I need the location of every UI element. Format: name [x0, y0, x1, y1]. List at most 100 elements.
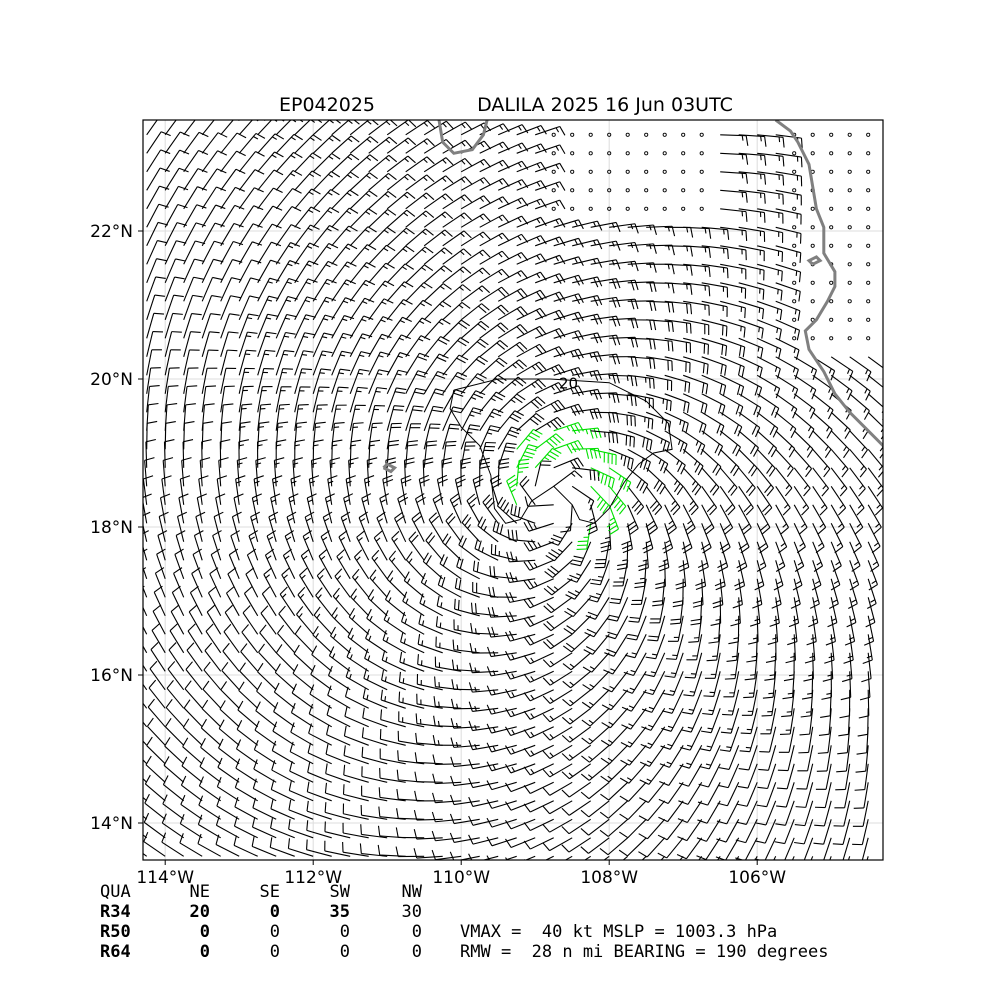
- wind-barb: [867, 393, 883, 408]
- wind-barb: [236, 728, 259, 746]
- barb-half-feather: [795, 289, 798, 296]
- wind-barb: [553, 385, 579, 395]
- wind-barb: [845, 745, 851, 772]
- wind-barb: [327, 694, 351, 709]
- wind-barb: [775, 430, 796, 449]
- wind-barb: [179, 842, 203, 857]
- barb-half-feather: [807, 692, 813, 695]
- wind-barb: [730, 708, 740, 734]
- wind-barb: [224, 612, 240, 635]
- wind-barb: [198, 823, 221, 839]
- barb-feather: [851, 880, 861, 881]
- barb-half-feather: [319, 575, 324, 580]
- barb-feather: [523, 840, 531, 850]
- wind-barb: [312, 350, 323, 376]
- barb-feather: [450, 775, 455, 786]
- barb-half-feather: [386, 617, 390, 623]
- barb-feather: [739, 750, 750, 753]
- barb-half-feather: [455, 742, 459, 748]
- barb-feather: [492, 482, 503, 489]
- barb-feather: [380, 689, 383, 700]
- barb-half-feather: [668, 707, 674, 711]
- barb-feather: [417, 633, 421, 645]
- wind-barb: [664, 504, 677, 529]
- barb-half-feather: [846, 388, 850, 394]
- barb-half-feather: [686, 265, 688, 271]
- wind-barb: [720, 337, 745, 348]
- wind-barb: [161, 822, 185, 839]
- barb-feather: [338, 530, 348, 538]
- barb-feather: [200, 738, 206, 748]
- wind-barb: [349, 405, 357, 431]
- wind-barb: [572, 369, 598, 376]
- barb-half-feather: [470, 503, 476, 509]
- barb-feather: [179, 814, 185, 824]
- barb-feather: [759, 546, 769, 554]
- barb-half-feather: [368, 635, 372, 641]
- wind-barb: [308, 732, 332, 746]
- wind-barb: [619, 578, 629, 604]
- barb-feather: [624, 654, 636, 659]
- barb-feather: [549, 438, 558, 446]
- barb-feather: [464, 517, 472, 526]
- wind-barb: [408, 538, 425, 561]
- barb-half-feather: [309, 480, 315, 484]
- barb-feather: [398, 369, 409, 374]
- barb-half-feather: [511, 748, 516, 754]
- barb-half-feather: [794, 328, 797, 334]
- wind-barb: [399, 661, 425, 672]
- barb-feather: [480, 518, 487, 529]
- barb-feather: [589, 428, 594, 439]
- wind-barb: [830, 356, 854, 372]
- wind-barb: [590, 467, 615, 480]
- barb-feather: [474, 376, 485, 382]
- barb-half-feather: [253, 136, 259, 140]
- wind-barb: [649, 744, 666, 767]
- barb-feather: [253, 759, 258, 770]
- barb-feather: [602, 686, 613, 693]
- barb-feather: [357, 386, 368, 389]
- wind-barb: [535, 199, 560, 210]
- barb-half-feather: [309, 155, 315, 160]
- barb-feather: [542, 768, 551, 778]
- barb-half-feather: [474, 725, 477, 731]
- barb-feather: [468, 428, 479, 431]
- wind-barb: [166, 687, 185, 709]
- barb-feather: [284, 530, 295, 537]
- wind-barb: [701, 319, 728, 327]
- wind-barb: [328, 675, 351, 691]
- barb-feather: [540, 217, 547, 227]
- wind-barb: [645, 541, 649, 568]
- wind-barb: [867, 411, 883, 428]
- wind-barb: [322, 517, 333, 542]
- wind-barb: [349, 154, 371, 173]
- x-tick-label: 106°W: [728, 868, 786, 888]
- calm-marker: [644, 132, 649, 137]
- barb-feather: [530, 431, 541, 438]
- barb-half-feather: [533, 581, 538, 587]
- barb-half-feather: [360, 336, 366, 340]
- wind-barb: [553, 421, 579, 432]
- barb-feather: [450, 737, 455, 748]
- barb-feather: [231, 277, 242, 281]
- wind-barb: [720, 263, 746, 270]
- barb-feather: [155, 276, 166, 280]
- calm-marker: [792, 206, 797, 211]
- barb-feather: [671, 245, 675, 256]
- barb-half-feather: [328, 480, 334, 484]
- barb-feather: [639, 761, 650, 767]
- barb-feather: [336, 549, 345, 557]
- wind-barb: [701, 541, 709, 568]
- barb-feather: [744, 307, 746, 319]
- wind-barb: [491, 744, 517, 753]
- barb-half-feather: [799, 542, 805, 547]
- barb-feather: [782, 137, 785, 148]
- barb-feather: [782, 696, 793, 700]
- axis-ticks: 114°W 112°W 110°W 108°W 106°W14°N16°N18°N20°…: [90, 222, 786, 888]
- barb-half-feather: [344, 499, 350, 503]
- barb-feather: [788, 448, 796, 458]
- wind-barb: [491, 726, 517, 734]
- wind-barb: [767, 745, 777, 771]
- barb-feather: [593, 352, 599, 363]
- barb-feather: [688, 641, 699, 643]
